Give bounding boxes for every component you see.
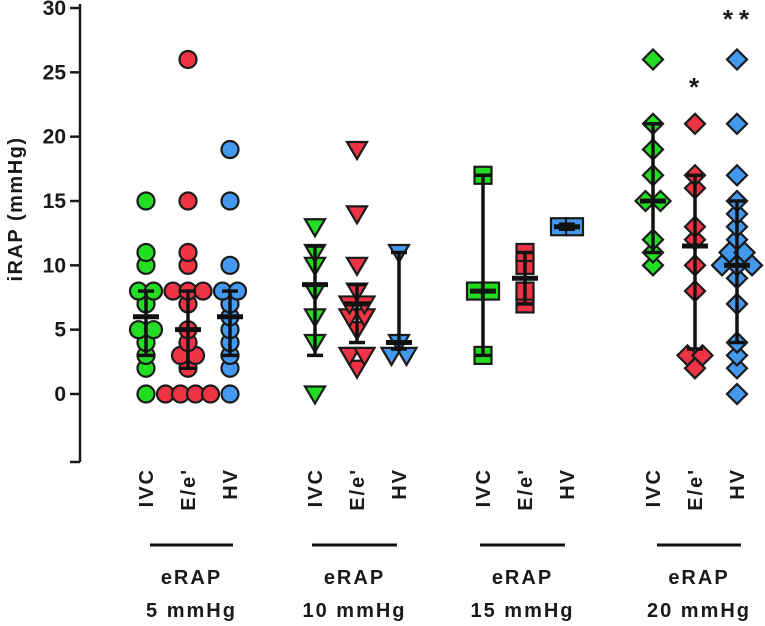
data-point <box>337 346 362 368</box>
data-point <box>303 385 327 406</box>
data-point <box>725 163 749 187</box>
data-point <box>220 191 240 211</box>
category-label: HV <box>220 468 242 500</box>
y-tick-label: 5 <box>54 319 66 342</box>
series-ivc: IVC <box>633 47 673 507</box>
data-point <box>345 256 369 278</box>
data-point <box>725 47 749 72</box>
data-point <box>178 49 198 70</box>
category-label: HV <box>389 468 411 500</box>
data-point <box>725 343 749 367</box>
group-label-line1: eRAP <box>324 567 385 589</box>
y-tick-label: 25 <box>43 61 67 84</box>
series-hv: ** HV <box>710 4 764 500</box>
group-label-line2: 15 mmHg <box>470 600 574 622</box>
y-tick-label: 20 <box>43 126 66 149</box>
group-label-line2: 10 mmHg <box>302 600 406 622</box>
group-label-line1: eRAP <box>161 567 222 589</box>
data-point <box>641 253 665 277</box>
group-label-line2: 20 mmHg <box>647 600 751 622</box>
data-point <box>641 47 665 72</box>
data-point <box>345 359 369 380</box>
y-tick-label: 15 <box>43 190 67 213</box>
data-point <box>683 112 707 136</box>
series-ee: E/e' <box>512 242 538 511</box>
series-hv: HV <box>212 139 248 500</box>
data-point <box>725 382 749 406</box>
data-point <box>136 384 156 404</box>
y-tick-label: 0 <box>54 383 66 406</box>
category-label: IVC <box>473 468 495 507</box>
significance-marker: * <box>689 72 705 102</box>
group-4: IVC * E/e' ** HV eRAP 20 mmHg <box>633 4 764 622</box>
category-label: E/e' <box>685 468 707 511</box>
data-point <box>303 218 327 239</box>
data-point <box>220 384 240 404</box>
data-point <box>178 242 198 263</box>
category-label: E/e' <box>515 468 537 511</box>
series-ivc: IVC <box>302 218 328 507</box>
category-label: IVC <box>305 468 327 507</box>
group-label-line1: eRAP <box>492 567 553 589</box>
data-point <box>352 346 377 368</box>
data-point <box>136 191 156 211</box>
group-label-line2: 5 mmHg <box>146 600 237 622</box>
category-label: HV <box>557 468 579 500</box>
data-point <box>725 112 749 136</box>
series-ee: * E/e' <box>675 72 715 511</box>
series-ivc: IVC <box>465 165 501 507</box>
data-point <box>220 139 240 160</box>
data-point <box>136 242 156 263</box>
series-ee: E/e' <box>337 140 377 511</box>
series-ivc: IVC <box>128 191 164 507</box>
category-label: IVC <box>136 468 158 507</box>
group-label-line1: eRAP <box>668 567 729 589</box>
data-point <box>725 356 749 380</box>
y-axis-label: iRAP (mmHg) <box>5 136 27 281</box>
y-tick-label: 10 <box>43 254 66 277</box>
data-point <box>345 205 369 226</box>
group-3: IVC E/e' HV eRAP 15 mmHg <box>465 165 585 622</box>
series-hv: HV <box>549 217 585 500</box>
data-point <box>220 255 240 275</box>
significance-marker: ** <box>723 4 755 34</box>
group-2: IVC E/e' HV eRAP 10 mmHg <box>302 140 419 622</box>
series-hv: HV <box>379 243 419 500</box>
data-point <box>193 281 213 301</box>
data-point <box>200 384 221 404</box>
group-1: IVC E/e' HV eRAP 5 mmHg <box>128 49 248 622</box>
category-label: HV <box>727 468 749 500</box>
data-point <box>178 191 198 211</box>
y-tick-label: 30 <box>43 0 66 20</box>
data-point <box>345 140 369 162</box>
category-label: E/e' <box>347 468 369 511</box>
category-label: IVC <box>643 468 665 507</box>
category-label: E/e' <box>178 468 200 511</box>
series-ee: E/e' <box>155 49 221 511</box>
